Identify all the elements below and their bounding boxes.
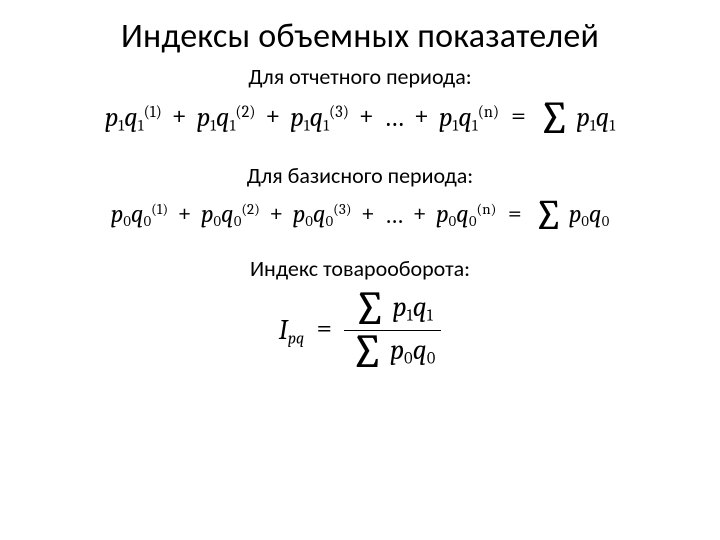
sigma-icon: ∑ <box>533 199 563 233</box>
sigma-icon: ∑ <box>350 333 384 371</box>
slide-title: Индексы объемных показателей <box>40 16 680 57</box>
fraction: ∑ p1q1 ∑ p0q0 <box>344 290 441 371</box>
formula-report-period: p1q1(1) + p1q1(2) + p1q1(3) + … + p1q1(n… <box>40 100 680 138</box>
sigma-icon: ∑ <box>538 101 571 138</box>
ellipsis: … <box>384 201 403 230</box>
label-report-period: Для отчетного периода: <box>40 63 680 90</box>
label-base-period: Для базисного периода: <box>40 162 680 189</box>
sigma-icon: ∑ <box>353 290 387 328</box>
slide: Индексы объемных показателей Для отчетно… <box>0 0 720 540</box>
ellipsis: … <box>384 102 404 133</box>
label-turnover-index: Индекс товарооборота: <box>40 255 680 282</box>
formula-base-period: p0q0(1) + p0q0(2) + p0q0(3) + … + p0q0(n… <box>40 199 680 234</box>
formula-turnover-index: Ipq = ∑ p1q1 ∑ p0q0 <box>40 290 680 371</box>
